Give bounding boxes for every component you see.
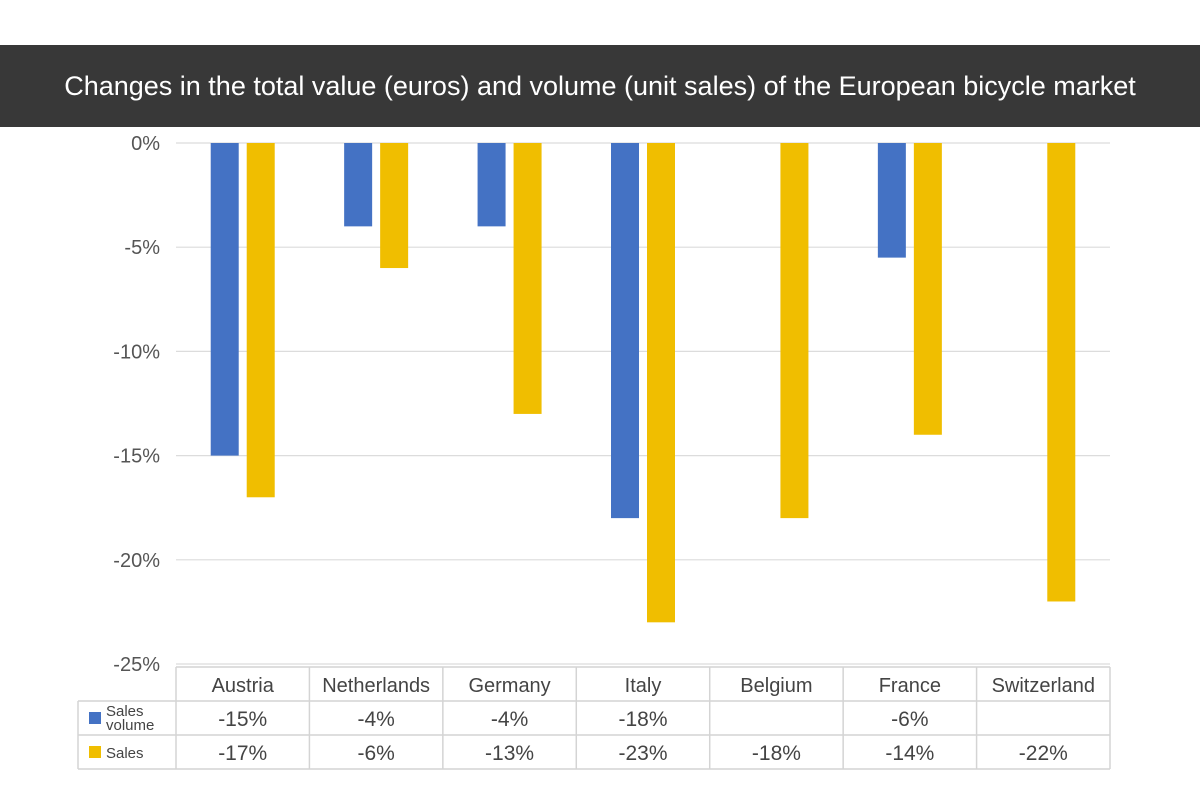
bar-sales-volume — [611, 143, 639, 519]
x-category-label: Belgium — [740, 675, 812, 697]
data-label: -22% — [1019, 742, 1068, 765]
y-tick-label: 0% — [131, 133, 160, 155]
data-label: -17% — [218, 742, 267, 765]
bar-sales — [647, 143, 675, 623]
bar-sales — [780, 143, 809, 519]
y-tick-label: -25% — [113, 654, 160, 676]
data-label: -4% — [491, 708, 528, 731]
bar-sales — [1047, 143, 1076, 602]
bar-sales-volume — [344, 143, 373, 227]
y-tick-label: -15% — [113, 446, 160, 468]
bar-sales-volume — [477, 143, 506, 227]
data-label: -18% — [618, 708, 667, 731]
x-category-label: Switzerland — [992, 675, 1095, 697]
data-label: -15% — [218, 708, 267, 731]
x-category-label: Austria — [212, 675, 275, 697]
y-tick-label: -20% — [113, 550, 160, 572]
data-label: -6% — [357, 742, 394, 765]
bar-sales — [246, 143, 275, 498]
data-label: -14% — [885, 742, 934, 765]
legend-swatch-sales-volume — [89, 712, 101, 724]
legend-label: Sales — [106, 703, 144, 720]
bar-sales — [913, 143, 942, 435]
x-category-label: Germany — [468, 675, 550, 697]
x-category-label: France — [879, 675, 941, 697]
data-label: -18% — [752, 742, 801, 765]
legend-swatch-sales — [89, 746, 101, 758]
x-category-label: Italy — [625, 675, 662, 697]
bar-sales — [513, 143, 542, 414]
y-tick-label: -5% — [124, 237, 160, 259]
data-label: -13% — [485, 742, 534, 765]
bar-sales — [380, 143, 409, 269]
data-label: -23% — [618, 742, 667, 765]
legend-label: Sales — [106, 745, 144, 762]
bar-sales-volume — [210, 143, 239, 456]
bar-sales-volume — [877, 143, 906, 258]
chart-title: Changes in the total value (euros) and v… — [0, 45, 1200, 127]
x-category-label: Netherlands — [322, 675, 430, 697]
data-label: -4% — [357, 708, 394, 731]
data-label: -6% — [891, 708, 928, 731]
y-tick-label: -10% — [113, 341, 160, 363]
legend-label: volume — [106, 717, 154, 734]
